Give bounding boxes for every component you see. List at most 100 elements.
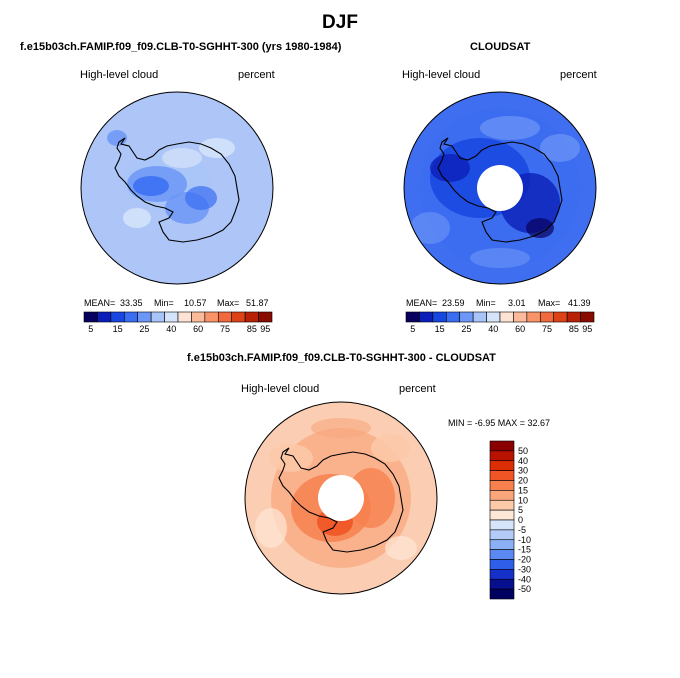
colorbar-box [419,311,434,323]
panel2-min-label: Min= [476,298,496,308]
field-patch [430,154,470,182]
field-patch [371,434,411,462]
colorbar-box [110,311,125,323]
field-patch [480,116,540,140]
colorbar-tick-label: 40 [518,456,528,466]
colorbar-box [489,519,515,531]
colorbar-box [83,311,98,323]
panel3-variable: High-level cloud [241,383,320,395]
colorbar-box [526,311,541,323]
colorbar-tick-label: 15 [113,324,123,334]
panel3-polar-hole [318,475,364,521]
colorbar-box [489,490,515,501]
colorbar-box [123,311,139,323]
panel2-colorbar: 5 15 25 40 60 75 85 95 [405,311,595,334]
colorbar-box [97,311,112,323]
colorbar-box [459,311,474,323]
colorbar-box [258,311,273,323]
colorbar-box [231,311,246,323]
colorbar-tick-label: 40 [166,324,176,334]
colorbar-box [150,311,165,323]
field-patch [540,134,580,162]
colorbar-box [177,311,192,323]
colorbar-box [513,311,528,323]
colorbar-tick-label: 50 [518,446,528,456]
colorbar-box [489,578,515,590]
panel2-variable: High-level cloud [402,69,481,81]
colorbar-tick-label: -10 [518,535,531,545]
colorbar-box [489,480,515,491]
colorbar-tick-label: 95 [260,324,270,334]
colorbar-tick-label: 60 [193,324,203,334]
colorbar-tick-label: -15 [518,545,531,555]
colorbar-box [489,499,515,511]
colorbar-tick-label: 85 [569,324,579,334]
colorbar-tick-label: 75 [542,324,552,334]
colorbar-box [191,311,206,323]
field-patch [107,130,127,146]
field-patch [255,508,287,548]
colorbar-box [472,311,487,323]
panel2-map-border [403,91,597,285]
panel2-map [403,91,597,285]
field-patch [185,186,217,210]
colorbar-tick-label: 15 [435,324,445,334]
colorbar-box [489,588,515,600]
colorbar-box [489,509,515,521]
colorbar-box [204,311,219,323]
panel1-title: f.e15b03ch.FAMIP.f09_f09.CLB-T0-SGHHT-30… [20,41,342,53]
field-patch [470,248,530,268]
colorbar-tick-label: 30 [518,466,528,476]
panel2-mean: 23.59 [442,298,465,308]
panel3-map-border [244,401,438,595]
colorbar-box [405,311,420,323]
panel1-mean-label: MEAN= [84,298,116,308]
field-patch [162,148,202,168]
colorbar-box [566,311,581,323]
colorbar-tick-label: 15 [518,485,528,495]
colorbar-box [489,569,515,580]
colorbar-box [432,311,447,323]
panel1-units: percent [238,69,275,81]
colorbar-tick-label: 25 [139,324,149,334]
colorbar-box [489,559,515,570]
panel2-min: 3.01 [508,298,526,308]
colorbar-box [217,311,233,323]
panel3-minmax: MIN = -6.95 MAX = 32.67 [448,418,551,428]
colorbar-box [489,440,515,452]
panel3-units: percent [399,383,436,395]
colorbar-box [445,311,461,323]
panel1-variable: High-level cloud [80,69,159,81]
panel3-title: f.e15b03ch.FAMIP.f09_f09.CLB-T0-SGHHT-30… [187,352,496,364]
panel2-title: CLOUDSAT [470,41,531,53]
panel2-antarctica-coastline [437,137,563,243]
colorbar-box [137,311,152,323]
colorbar-tick-label: -40 [518,574,531,584]
field-patch [526,218,554,238]
field-patch [410,212,450,244]
panel1-antarctica-coastline [114,137,240,243]
panel1-cloud-field [107,130,235,228]
panel1-max: 51.87 [246,298,269,308]
field-patch [385,536,417,560]
colorbar-tick-label: -30 [518,564,531,574]
colorbar-box [553,311,568,323]
colorbar-box [489,460,515,471]
colorbar-tick-label: -50 [518,584,531,594]
panel3-antarctica-coastline [278,447,404,553]
panel2-mean-label: MEAN= [406,298,438,308]
colorbar-tick-label: 40 [488,324,498,334]
panel1-map-border [80,91,274,285]
panel1-mean: 33.35 [120,298,143,308]
colorbar-box [539,311,555,323]
figure-title: DJF [322,12,358,33]
colorbar-box [164,311,179,323]
colorbar-tick-label: 75 [220,324,230,334]
panel3-map [244,401,438,595]
panel2-max: 41.39 [568,298,591,308]
panel2-max-label: Max= [538,298,561,308]
colorbar-box [499,311,514,323]
colorbar-box [489,539,515,550]
